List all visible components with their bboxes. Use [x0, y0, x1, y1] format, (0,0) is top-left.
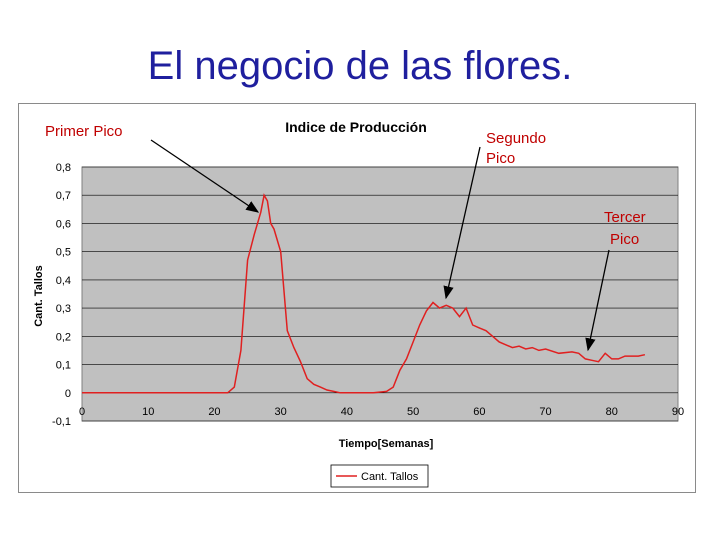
legend-label: Cant. Tallos	[361, 471, 419, 483]
y-tick-label: 0	[65, 388, 71, 400]
x-tick-label: 80	[606, 406, 618, 418]
y-tick-label: 0,5	[56, 247, 71, 259]
x-tick-label: 40	[341, 406, 353, 418]
arrow-first-peak	[150, 139, 260, 213]
x-tick-label: 50	[407, 406, 419, 418]
x-tick-label: 90	[672, 406, 684, 418]
annotation-third-peak-line1: Tercer	[604, 209, 646, 226]
y-tick-label: 0,8	[56, 162, 71, 174]
y-tick-label: 0,3	[56, 303, 71, 315]
y-tick-label: 0,4	[56, 275, 71, 287]
y-tick-label: 0,7	[56, 190, 71, 202]
y-axis-label: Cant. Tallos	[33, 265, 45, 327]
x-tick-label: 70	[539, 406, 551, 418]
y-tick-label: 0,6	[56, 218, 71, 230]
x-tick-label: 30	[275, 406, 287, 418]
plot-area	[81, 166, 679, 422]
x-tick-label: 0	[79, 406, 85, 418]
x-tick-labels: 0 10 20 30 40 50 60 70 80 90	[79, 406, 684, 418]
x-axis-label: Tiempo[Semanas]	[339, 438, 434, 450]
annotation-second-peak-line2: Pico	[486, 150, 515, 167]
y-tick-labels: -0,1 0 0,1 0,2 0,3 0,4 0,5 0,6 0,7 0,8	[52, 162, 71, 428]
y-tick-label: 0,2	[56, 331, 71, 343]
chart-title: Indice de Producción	[285, 119, 427, 135]
series-line-cant-tallos	[82, 193, 646, 394]
annotation-second-peak-line1: Segundo	[486, 130, 546, 147]
x-tick-label: 60	[473, 406, 485, 418]
y-tick-label: -0,1	[52, 416, 71, 428]
x-tick-label: 20	[208, 406, 220, 418]
annotation-third-peak-line2: Pico	[610, 231, 639, 248]
x-tick-label: 10	[142, 406, 154, 418]
grid	[82, 166, 678, 422]
slide-title: El negocio de las flores.	[147, 44, 573, 88]
y-tick-label: 0,1	[56, 360, 71, 372]
arrow-second-peak	[443, 146, 481, 300]
legend-box	[330, 464, 429, 488]
annotation-first-peak: Primer Pico	[45, 123, 123, 140]
arrow-third-peak	[585, 249, 610, 352]
